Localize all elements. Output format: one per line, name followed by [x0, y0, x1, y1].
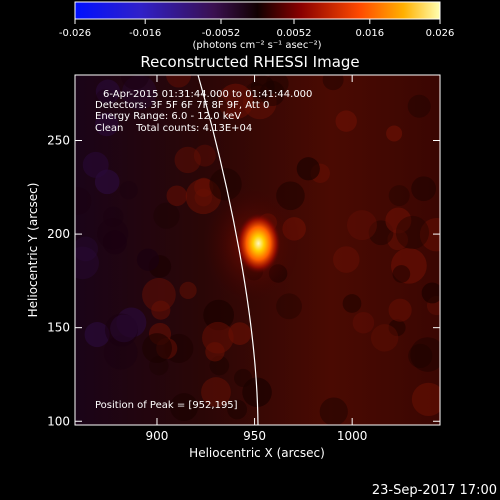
- noise-blob: [166, 75, 192, 88]
- plot-area: [75, 75, 440, 425]
- noise-blob: [136, 248, 160, 271]
- x-tick-label: 1000: [337, 429, 368, 443]
- axes: 900 950 1000 100 150 200 250: [47, 75, 440, 443]
- colorbar-tick-label: 0.0052: [277, 28, 312, 39]
- noise-blob: [392, 265, 411, 283]
- y-axis-label: Heliocentric Y (arcsec): [26, 183, 40, 318]
- x-tick-label: 950: [243, 429, 266, 443]
- noise-blob: [166, 185, 188, 207]
- annotation-detectors: Detectors: 3F 5F 6F 7F 8F 9F, Att 0: [95, 100, 269, 111]
- noise-blob: [142, 333, 173, 363]
- noise-blob: [120, 75, 150, 90]
- noise-blob: [95, 112, 119, 137]
- noise-blob: [201, 377, 231, 408]
- noise-blob: [421, 282, 440, 304]
- noise-blob: [102, 230, 127, 255]
- noise-blob: [276, 293, 302, 320]
- annotation-counts: Clean Total counts: 4.13E+04: [95, 123, 252, 134]
- noise-blob: [142, 277, 176, 312]
- x-axis-label: Heliocentric X (arcsec): [189, 446, 325, 460]
- colorbar-unit-label: (photons cm⁻² s⁻¹ asec⁻²): [192, 40, 321, 51]
- noise-blob: [259, 80, 285, 107]
- noise-blob: [104, 313, 138, 347]
- noise-blob: [411, 382, 440, 416]
- noise-blob: [296, 157, 320, 181]
- noise-blob: [205, 342, 225, 362]
- y-tick-label: 150: [47, 321, 70, 335]
- noise-blob: [121, 75, 157, 110]
- noise-blob: [110, 314, 138, 343]
- noise-blob: [352, 311, 375, 334]
- colorbar: -0.026 -0.016 -0.0052 0.0052 0.016 0.026 (pho…: [59, 1, 454, 51]
- noise-blob: [203, 299, 235, 331]
- noise-blob: [95, 79, 121, 104]
- colorbar-tick-label: -0.0052: [202, 28, 241, 39]
- noise-blob: [151, 300, 171, 320]
- noise-blob: [233, 368, 253, 388]
- colorbar-tick-label: -0.016: [129, 28, 161, 39]
- solar-limb: [197, 75, 259, 425]
- noise-blob: [385, 207, 412, 234]
- noise-blob: [82, 151, 109, 178]
- noise-blob: [408, 343, 433, 369]
- y-tick-label: 200: [47, 227, 70, 241]
- noise-blob: [335, 110, 357, 132]
- colorbar-tick-label: -0.026: [59, 28, 91, 39]
- noise-blob: [200, 93, 227, 120]
- noise-blob: [193, 144, 216, 167]
- noise-blob: [95, 89, 116, 109]
- chart-title: Reconstructed RHESSI Image: [140, 53, 359, 71]
- colorbar-tick-label: 0.016: [355, 28, 384, 39]
- noise-blob: [153, 202, 180, 229]
- noise-blob: [75, 236, 98, 262]
- noise-blob: [411, 176, 437, 202]
- plot-frame: [74, 74, 441, 426]
- colorbar-tick-label: 0.026: [426, 28, 455, 39]
- noise-blob: [370, 324, 399, 352]
- noise-blob: [342, 294, 362, 313]
- colorbar-ticks: -0.026 -0.016 -0.0052 0.0052 0.016 0.026: [59, 19, 454, 39]
- peak-label: Position of Peak = [952,195]: [95, 400, 238, 411]
- noise-blob: [119, 181, 138, 200]
- annotation-energy: Energy Range: 6.0 - 12.0 keV: [95, 111, 241, 122]
- noise-blob: [346, 210, 377, 241]
- annotation-time: 6-Apr-2015 01:31:44.000 to 01:41:44.000: [103, 89, 312, 100]
- noise-blob: [227, 399, 248, 420]
- noise-blob: [322, 75, 344, 91]
- noise-blob: [75, 187, 92, 215]
- noise-blob: [97, 218, 129, 250]
- noise-blob: [103, 206, 124, 227]
- noise-blob: [407, 94, 431, 118]
- noise-blob: [388, 185, 410, 207]
- noise-blob: [319, 397, 348, 425]
- y-tick-label: 250: [47, 134, 70, 148]
- noise-blob: [228, 322, 252, 345]
- noise-blob: [75, 246, 99, 280]
- noise-blob: [387, 229, 409, 251]
- colorbar-gradient: [74, 1, 441, 20]
- noise-blob: [217, 83, 254, 120]
- noise-blob: [395, 215, 430, 250]
- noise-blob: [174, 146, 201, 174]
- y-tick-label: 100: [47, 414, 70, 428]
- flare-source: [236, 213, 281, 274]
- noise-blob: [332, 246, 360, 273]
- annotation-block: 6-Apr-2015 01:31:44.000 to 01:41:44.000 …: [95, 89, 312, 134]
- noise-blob: [388, 298, 412, 322]
- noise-blob: [170, 393, 199, 422]
- noise-blob: [386, 125, 403, 142]
- noise-blob: [419, 217, 440, 252]
- noise-blob: [410, 337, 440, 372]
- x-tick-label: 900: [146, 429, 169, 443]
- noise-blob: [179, 281, 197, 300]
- noise-blob: [84, 321, 110, 348]
- noise-blob: [388, 319, 406, 337]
- noise-pattern: [75, 75, 440, 425]
- footer-timestamp: 23-Sep-2017 17:00: [372, 483, 497, 498]
